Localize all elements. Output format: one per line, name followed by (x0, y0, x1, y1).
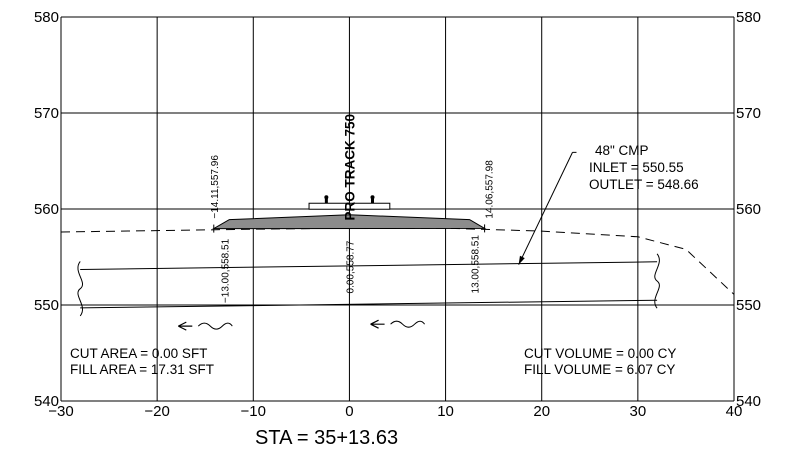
y-tick-label-left: 570 (34, 105, 59, 122)
x-tick-label: −10 (241, 403, 266, 420)
fill-area-label: FILL AREA = 17.31 SFT (70, 362, 214, 377)
point-elevation-label: 13.00,558.51 (470, 235, 481, 294)
y-tick-label-right: 580 (736, 9, 761, 26)
y-tick-label-right: 560 (736, 201, 761, 218)
pipe-right-end-break (654, 253, 660, 309)
y-tick-label-left: 550 (34, 297, 59, 314)
existing-ground-line (60, 227, 735, 295)
proposed-fill-section (211, 214, 487, 230)
point-elevation-label: 0.00,558.77 (345, 240, 356, 293)
rail-head (324, 195, 329, 200)
flow-arrow-center-head (370, 319, 385, 329)
pipe-left-end-break (77, 261, 83, 317)
pipe-note-outlet: OUTLET = 548.66 (589, 177, 699, 192)
cut-area-label: CUT AREA = 0.00 SFT (70, 346, 207, 361)
y-tick-label-right: 550 (736, 297, 761, 314)
y-tick-label-left: 540 (34, 393, 59, 410)
y-tick-label-left: 560 (34, 201, 59, 218)
flow-arrow-left-wave (197, 322, 233, 330)
rail-head (370, 195, 375, 200)
x-tick-label: 30 (630, 403, 647, 420)
pipe-note-title: 48" CMP (595, 143, 649, 158)
cut-volume-label: CUT VOLUME = 0.00 CY (524, 346, 676, 361)
y-tick-label-left: 580 (34, 9, 59, 26)
point-elevation-label: −13.00,558.51 (220, 238, 231, 303)
y-tick-label-right: 570 (736, 105, 761, 122)
y-tick-label-right: 540 (736, 393, 761, 410)
grid-lines (60, 16, 735, 402)
track-tie (308, 202, 391, 210)
rail-post (371, 198, 375, 204)
rail-post (324, 198, 328, 204)
flow-arrow-left-head (178, 321, 193, 331)
x-tick-label: 20 (533, 403, 550, 420)
point-elevation-label: 14.06,557.98 (485, 160, 496, 219)
x-tick-label: −20 (144, 403, 169, 420)
x-tick-label: 0 (345, 403, 353, 420)
annotations: 48" CMP INLET = 550.55 OUTLET = 548.66 C… (70, 143, 699, 449)
pipe-top-line (80, 261, 658, 270)
x-tick-label: 40 (726, 403, 743, 420)
section-geometry: PRO TRACK 750 −14.11,557.96 −13.00,558.51 0… (60, 114, 735, 331)
pipe-note-leader (518, 152, 573, 265)
pipe-bottom-line (80, 299, 658, 309)
centerline-label: PRO TRACK 750 (342, 114, 357, 221)
point-elevation-label: −14.11,557.96 (210, 155, 221, 219)
fill-volume-label: FILL VOLUME = 6.07 CY (524, 362, 675, 377)
x-tick-label: 10 (437, 403, 454, 420)
station-label: STA = 35+13.63 (255, 427, 398, 449)
pipe-note-arrowhead (518, 255, 525, 265)
flow-arrow-center-wave (390, 320, 425, 328)
pipe-note-inlet: INLET = 550.55 (589, 160, 684, 175)
x-tick-label: −30 (48, 403, 73, 420)
